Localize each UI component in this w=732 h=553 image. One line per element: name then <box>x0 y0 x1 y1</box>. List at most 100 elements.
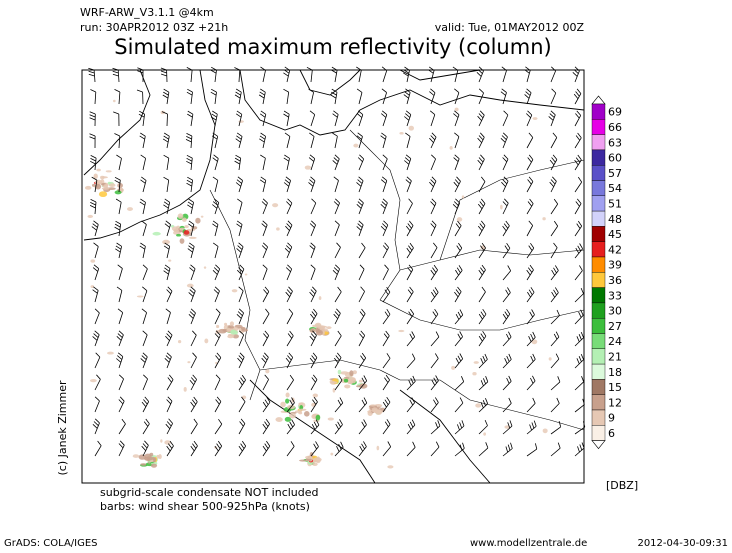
colorbar-swatch <box>591 318 606 334</box>
echo <box>387 465 394 469</box>
wind-barb <box>476 66 484 83</box>
wind-barb <box>331 66 338 83</box>
echo <box>276 227 280 231</box>
wind-barb <box>164 352 172 369</box>
echo <box>542 428 548 434</box>
echo <box>231 289 238 293</box>
map <box>81 66 586 484</box>
wind-barb <box>89 133 96 149</box>
footer-center: www.modellzentrale.de <box>470 538 587 549</box>
colorbar-label: 12 <box>608 396 622 409</box>
wind-barb <box>284 132 291 149</box>
wind-barb <box>550 198 559 215</box>
wind-barb <box>234 88 242 105</box>
wind-barb <box>166 396 173 413</box>
echo <box>316 456 320 462</box>
echo <box>164 440 172 445</box>
wind-barb <box>380 198 388 215</box>
wind-barb <box>187 198 194 215</box>
wind-barb <box>358 441 367 457</box>
wind-barb <box>161 111 168 127</box>
wind-barb <box>334 397 344 413</box>
wind-barb <box>188 220 195 237</box>
wind-barb <box>139 242 146 259</box>
wind-barb <box>286 419 295 435</box>
wind-barb <box>549 176 557 193</box>
wind-barb <box>550 331 560 347</box>
echo <box>349 370 354 377</box>
echo <box>451 365 456 370</box>
wind-barb <box>334 220 340 237</box>
echo <box>500 204 503 210</box>
echo <box>347 379 353 384</box>
wind-barb <box>259 132 266 149</box>
wind-barb <box>454 88 460 105</box>
wind-barb <box>118 396 125 413</box>
wind-barb <box>502 242 511 259</box>
wind-barb <box>550 420 562 435</box>
wind-barb <box>502 353 512 369</box>
wind-barb <box>574 353 584 369</box>
echo <box>132 454 140 458</box>
colorbar-label: 60 <box>608 152 622 165</box>
wind-barb <box>117 308 124 325</box>
echo <box>228 325 235 329</box>
echo <box>87 214 94 219</box>
wind-barb <box>502 110 509 127</box>
colorbar-swatch <box>591 363 606 380</box>
wind-barb <box>211 132 219 149</box>
colorbar-swatch <box>591 302 606 319</box>
wind-barb <box>334 441 344 457</box>
wind-barb <box>334 374 343 391</box>
echo <box>186 283 194 288</box>
echo <box>294 410 302 413</box>
wind-barb <box>356 88 363 105</box>
echo <box>101 187 110 190</box>
wind-barb <box>526 397 536 413</box>
echo <box>98 191 108 198</box>
wind-barb <box>286 441 295 457</box>
wind-barb <box>454 220 462 237</box>
echo <box>358 379 363 383</box>
wind-barb <box>310 374 318 391</box>
wind-barb <box>454 397 464 413</box>
wind-barb <box>477 110 485 127</box>
wind-barb <box>526 220 534 237</box>
echo <box>473 361 479 364</box>
echo <box>195 217 201 224</box>
wind-barb <box>406 264 414 281</box>
colorbar-swatch <box>591 256 606 273</box>
echo <box>187 361 191 364</box>
wind-barb <box>356 198 364 215</box>
wind-barb <box>454 420 465 435</box>
wind-barb <box>502 265 512 281</box>
footer-right: 2012-04-30-09:31 <box>637 538 728 549</box>
wind-barb <box>430 420 441 435</box>
echo <box>230 329 237 335</box>
echo <box>275 417 283 422</box>
wind-barb <box>430 242 438 259</box>
wind-barb <box>381 88 387 105</box>
wind-barb <box>214 374 221 391</box>
wind-barb <box>210 110 218 127</box>
echo <box>179 238 185 244</box>
wind-barb <box>550 397 560 413</box>
coastline <box>83 69 216 241</box>
wind-barb <box>212 176 219 193</box>
wind-barb <box>283 154 290 171</box>
wind-barb <box>309 352 318 369</box>
colorbar-swatch <box>591 195 606 212</box>
echo <box>108 183 116 188</box>
wind-barb <box>283 66 291 83</box>
wind-barb <box>115 198 122 215</box>
wind-barb <box>262 286 270 303</box>
wind-barb <box>382 308 391 325</box>
wind-barb <box>478 308 487 325</box>
echo <box>90 259 96 263</box>
wind-barb <box>114 133 121 149</box>
wind-barb <box>405 176 412 193</box>
wind-barb <box>235 176 243 193</box>
wind-barb <box>210 88 217 105</box>
echo <box>162 239 171 245</box>
